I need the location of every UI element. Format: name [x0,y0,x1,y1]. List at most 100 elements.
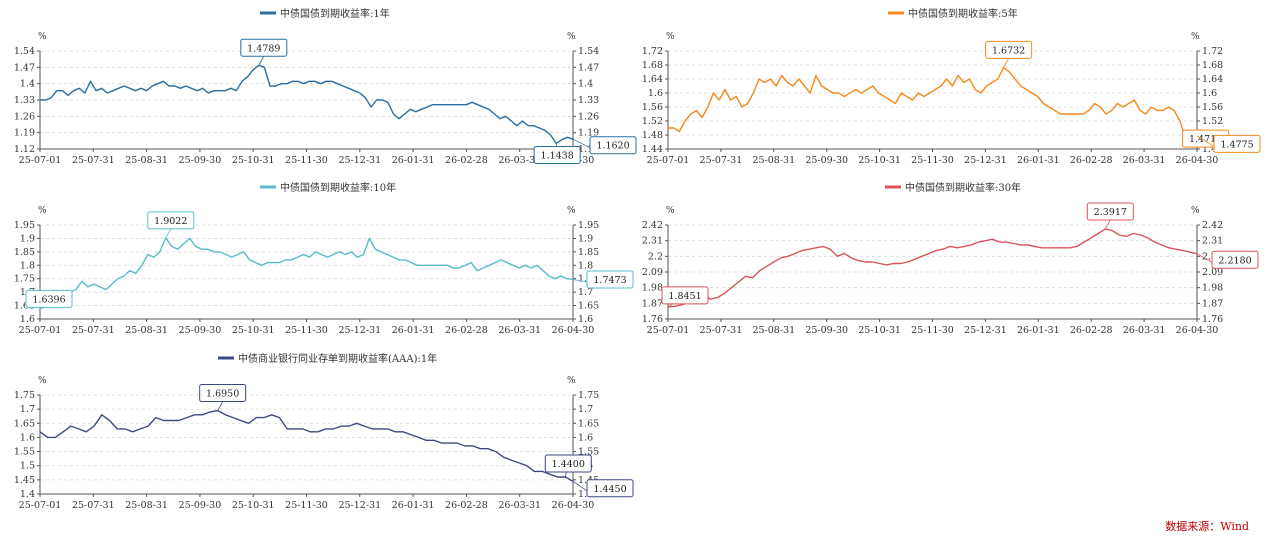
x-tick-label: 25-10-31 [858,325,901,336]
y-tick-label-right: 1.6 [1202,88,1217,99]
y-tick-label-right: 1.12 [578,144,599,155]
x-tick-label: 26-01-31 [1017,325,1060,336]
y-tick-label-left: 1.85 [14,247,35,258]
x-tick-label: 26-04-30 [1176,155,1219,166]
y-tick-label-right: 2.2 [1202,251,1217,262]
x-tick-label: 26-04-30 [1176,325,1219,336]
value-callout-box [1211,250,1259,269]
y-tick-label-left: 1.75 [14,390,35,401]
y-tick-label-left: 1.44 [642,144,663,155]
value-callout-label: 1.4775 [1220,139,1253,150]
y-tick-label-right: 1.4 [578,79,593,90]
value-callout-box [544,454,592,473]
data-source-note: 数据来源：Wind [1165,520,1249,533]
y-tick-label-left: 1.19 [14,128,35,139]
value-callout-label: 1.7473 [593,275,626,286]
series-line [667,228,1198,308]
y-unit-left: % [38,32,47,42]
callout-leader [572,138,591,149]
y-tick-label-right: 1.6 [578,432,593,443]
y-tick-label-left: 2.42 [642,220,663,231]
y-tick-label-right: 1.52 [1202,116,1223,127]
y-tick-label-left: 1.45 [14,475,35,486]
x-tick-label: 25-10-31 [858,155,901,166]
x-tick-label: 26-01-31 [392,325,435,336]
x-tick-label: 25-07-01 [19,500,62,511]
x-tick-label: 26-03-31 [1123,155,1166,166]
y-tick-label-right: 1.75 [578,390,599,401]
x-tick-label: 25-11-30 [911,325,954,336]
y-tick-label-right: 2.42 [1202,220,1223,231]
y-tick-label-left: 1.72 [642,46,663,57]
y-tick-label-right: 1.7 [578,287,593,298]
chart-panel: 中债国债到期收益率:5年%%1.441.441.481.481.521.521.… [642,7,1261,166]
x-tick-label: 25-09-30 [179,500,222,511]
y-tick-label-left: 1.65 [14,418,35,429]
x-tick-label: 25-07-01 [19,325,62,336]
y-tick-label-left: 1.8 [20,260,35,271]
x-tick-label: 26-02-28 [1070,155,1113,166]
x-tick-label: 26-02-28 [445,155,488,166]
x-tick-label: 25-09-30 [805,155,848,166]
y-tick-label-left: 2.31 [642,236,663,247]
y-tick-label-right: 1.65 [578,301,599,312]
y-tick-label-right: 1.56 [1202,102,1223,113]
y-tick-label-right: 1.65 [578,418,599,429]
x-tick-label: 25-11-30 [285,500,328,511]
x-tick-label: 25-08-31 [752,325,795,336]
y-tick-label-left: 1.68 [642,60,663,71]
x-tick-label: 26-03-31 [498,500,541,511]
x-tick-label: 25-10-31 [232,155,275,166]
y-unit-right: % [567,376,576,386]
callout-leader [258,56,265,66]
x-tick-label: 25-10-31 [232,500,275,511]
x-tick-label: 25-07-01 [647,325,690,336]
value-callout-label: 1.1438 [541,150,574,161]
x-tick-label: 26-02-28 [445,500,488,511]
x-tick-label: 26-04-30 [552,500,595,511]
x-tick-label: 25-07-01 [647,155,690,166]
y-tick-label-left: 1.56 [642,102,663,113]
y-tick-label-left: 1.64 [642,74,663,85]
x-tick-label: 25-11-30 [911,155,954,166]
chart-panel: 中债商业银行同业存单到期收益率(AAA):1年%%1.41.41.451.451… [14,352,634,511]
y-tick-label-left: 1.12 [14,144,35,155]
value-callout-box [586,479,634,498]
y-unit-left: % [38,376,47,386]
x-tick-label: 25-09-30 [179,325,222,336]
x-tick-label: 25-08-31 [125,500,168,511]
chart-title: 中债国债到期收益率:5年 [908,7,1018,20]
y-tick-label-right: 1.72 [1202,46,1223,57]
value-callout-label: 1.4789 [247,43,280,54]
y-tick-label-left: 1.75 [14,274,35,285]
y-tick-label-right: 1.7 [578,404,593,415]
x-tick-label: 25-08-31 [752,155,795,166]
x-tick-label: 26-01-31 [1017,155,1060,166]
value-callout-label: 1.4450 [593,484,626,495]
x-tick-label: 25-08-31 [125,325,168,336]
x-tick-label: 25-11-30 [285,155,328,166]
x-tick-label: 25-07-01 [19,155,62,166]
callout-leader [1104,219,1111,230]
value-callout-label: 1.4400 [552,459,585,470]
y-tick-label-left: 1.52 [642,116,663,127]
value-callout-box [240,38,288,57]
x-tick-label: 25-12-31 [964,155,1007,166]
value-callout-box [586,270,634,289]
y-unit-right: % [567,206,576,216]
x-tick-label: 25-09-30 [805,325,848,336]
y-tick-label-right: 1.47 [578,62,599,73]
chart-title: 中债国债到期收益率:30年 [905,181,1021,194]
y-tick-label-right: 1.8 [578,260,593,271]
y-tick-label-left: 1.4 [20,489,35,500]
y-tick-label-left: 1.9 [20,233,35,244]
x-tick-label: 26-01-31 [392,500,435,511]
x-tick-label: 25-08-31 [125,155,168,166]
y-tick-label-right: 1.55 [578,447,599,458]
chart-title: 中债国债到期收益率:10年 [280,181,396,194]
value-callout-label: 1.9022 [154,216,187,227]
value-callout-label: 1.1620 [596,141,629,152]
y-tick-label-left: 1.95 [14,220,35,231]
series-line [39,237,574,310]
